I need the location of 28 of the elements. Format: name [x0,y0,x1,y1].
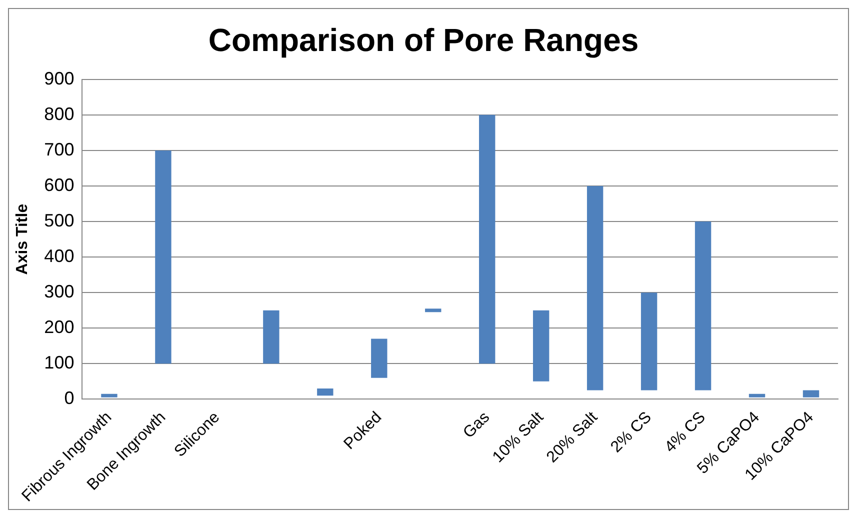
bar [101,394,118,398]
x-tick-label: Gas [460,408,494,442]
bar [640,292,658,390]
bar [586,186,604,390]
bar [317,388,334,396]
bar [748,394,766,398]
bar [263,310,280,364]
bar [694,222,712,390]
y-tick-label: 0 [64,388,74,408]
bar [532,310,550,382]
bar [371,338,388,378]
y-tick-label: 200 [44,317,74,338]
bar [479,114,496,364]
y-axis-title: Axis Title [14,204,32,275]
y-tick-label: 900 [44,68,74,88]
y-tick-label: 300 [44,282,74,302]
y-tick-label: 500 [44,210,74,230]
bar [425,308,442,312]
x-tick-label: 4% CS [662,408,709,456]
y-tick-label: 600 [44,174,74,195]
bar [155,150,172,364]
y-tick-label: 800 [44,104,74,124]
bar [802,390,820,398]
chart-title: Comparison of Pore Ranges [208,22,639,58]
y-tick-label: 700 [44,139,74,160]
y-tick-label: 100 [44,352,74,373]
x-tick-label: 2% CS [608,408,655,456]
y-tick-label: 400 [44,246,74,266]
